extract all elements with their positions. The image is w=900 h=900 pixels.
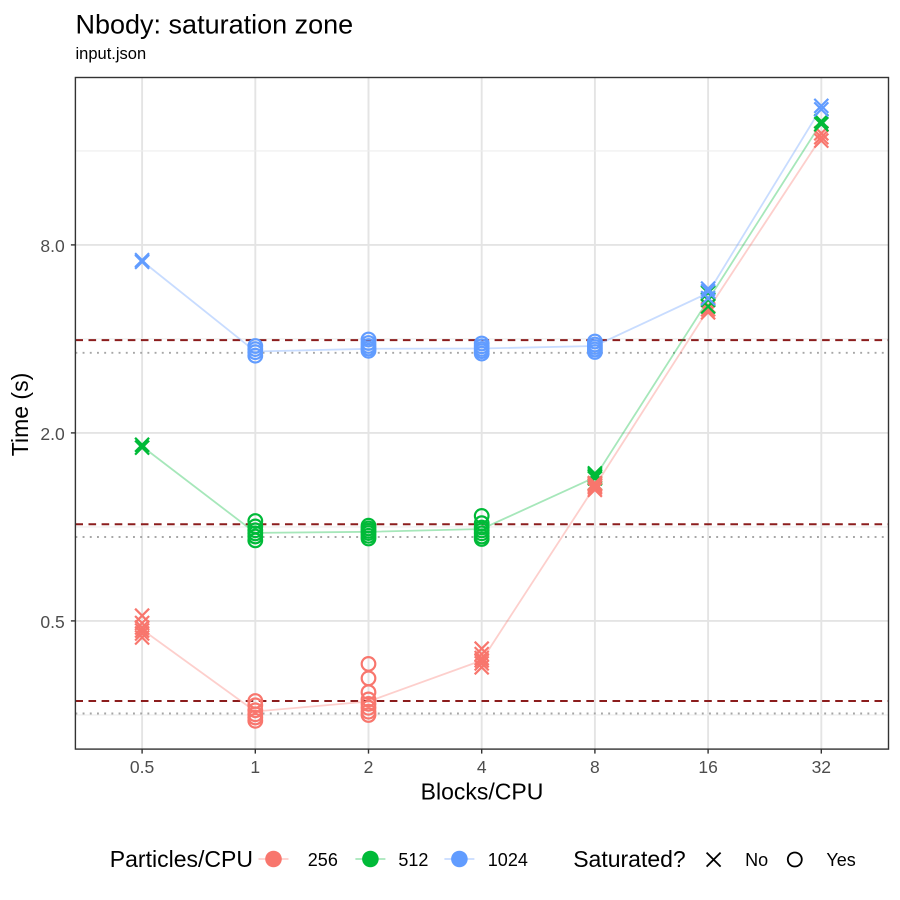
svg-text:0.5: 0.5: [130, 757, 154, 777]
svg-text:8.0: 8.0: [40, 236, 65, 256]
svg-text:0.5: 0.5: [40, 612, 64, 632]
svg-text:16: 16: [698, 757, 717, 777]
svg-text:256: 256: [308, 850, 338, 870]
svg-text:No: No: [745, 850, 768, 870]
svg-text:32: 32: [812, 757, 831, 777]
svg-text:8: 8: [590, 757, 600, 777]
svg-text:4: 4: [477, 757, 487, 777]
svg-text:1: 1: [250, 757, 260, 777]
svg-text:Time (s): Time (s): [7, 373, 33, 456]
svg-text:2.0: 2.0: [40, 424, 65, 444]
svg-text:Saturated?: Saturated?: [573, 846, 686, 872]
svg-text:Blocks/CPU: Blocks/CPU: [421, 779, 544, 805]
svg-text:input.json: input.json: [76, 45, 147, 63]
svg-text:Particles/CPU: Particles/CPU: [110, 846, 253, 872]
svg-text:1024: 1024: [488, 850, 528, 870]
svg-text:Nbody: saturation zone: Nbody: saturation zone: [76, 9, 354, 39]
svg-text:512: 512: [398, 850, 428, 870]
svg-text:2: 2: [364, 757, 374, 777]
svg-text:Yes: Yes: [826, 850, 855, 870]
